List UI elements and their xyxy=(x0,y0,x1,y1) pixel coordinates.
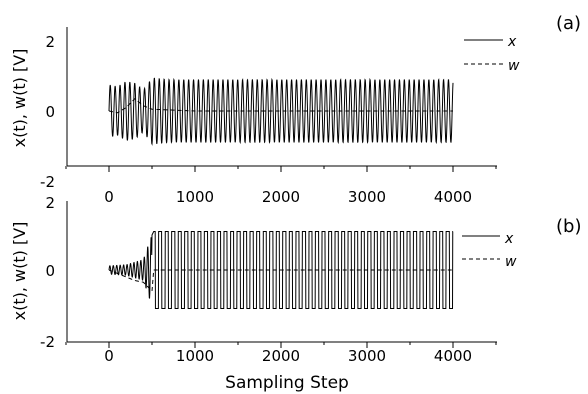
x-tick-label: 4000 xyxy=(434,347,472,365)
ytick-label-a-2: 2 xyxy=(45,33,55,51)
x-ticks-b xyxy=(65,342,497,348)
legend-x-label-a: x xyxy=(507,34,517,50)
x-axis-label: Sampling Step xyxy=(225,373,349,393)
x-tick-label: 0 xyxy=(104,188,114,206)
series-w-line-b xyxy=(108,269,453,293)
panel-b: 2 0 -2 (b) x(t), w(t) [V] Sampling Step … xyxy=(10,194,581,393)
x-tick-label: 1000 xyxy=(176,347,214,365)
series-x-line-b xyxy=(108,231,454,309)
ytick-label-b-m2: -2 xyxy=(40,333,55,351)
panel-a: 2 0 -2 (a) x(t), w(t) [V] 0 1000 2000 3000 4… xyxy=(10,13,581,206)
y-axis-label-a: x(t), w(t) [V] xyxy=(10,49,29,148)
x-tick-label: 4000 xyxy=(434,188,472,206)
x-tick-label: 1000 xyxy=(176,188,214,206)
panel-label-a: (a) xyxy=(556,13,581,34)
series-x-line-a xyxy=(108,77,454,146)
x-tick-labels-a: 0 1000 2000 3000 4000 xyxy=(104,188,472,206)
legend-x-label-b: x xyxy=(504,231,514,247)
ytick-label-b-2: 2 xyxy=(45,194,55,212)
x-ticks-a xyxy=(65,166,497,172)
x-tick-label: 2000 xyxy=(262,188,300,206)
x-tick-label: 3000 xyxy=(348,347,386,365)
legend-w-label-b: w xyxy=(505,254,517,270)
x-tick-labels-b: 0 1000 2000 3000 4000 xyxy=(104,347,472,365)
x-tick-label: 3000 xyxy=(348,188,386,206)
legend-w-label-a: w xyxy=(508,58,520,74)
ytick-label-a-0: 0 xyxy=(45,103,55,121)
series-w-line-a xyxy=(108,98,453,114)
panel-label-b: (b) xyxy=(556,216,581,237)
x-tick-label: 2000 xyxy=(262,347,300,365)
ytick-label-a-m2: -2 xyxy=(40,173,55,191)
ytick-label-b-0: 0 xyxy=(45,262,55,280)
y-axis-label-b: x(t), w(t) [V] xyxy=(10,222,29,321)
x-tick-label: 0 xyxy=(104,347,114,365)
